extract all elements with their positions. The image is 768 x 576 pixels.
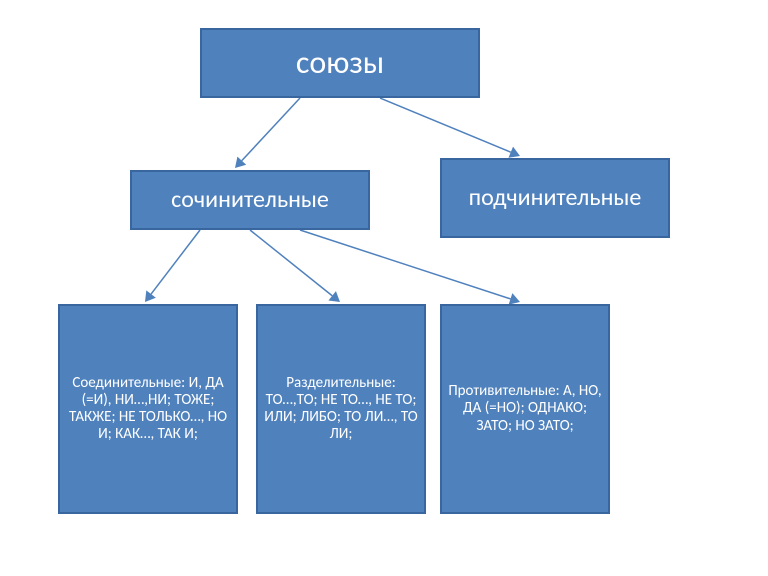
- node-root-label: союзы: [296, 45, 384, 82]
- node-subordinating: подчинительные: [440, 158, 670, 238]
- node-coordinating: сочинительные: [130, 170, 370, 230]
- node-leaf3-label: Противительные: А, НО, ДА (=НО); ОДНАКО;…: [448, 383, 602, 435]
- node-leaf1-label: Соединительные: И, ДА (=И), НИ…,НИ; ТОЖЕ…: [66, 375, 230, 444]
- node-adversative: Противительные: А, НО, ДА (=НО); ОДНАКО;…: [440, 304, 610, 514]
- node-left-label: сочинительные: [171, 186, 329, 214]
- node-root: союзы: [200, 28, 480, 98]
- node-leaf2-label: Разделительные: ТО…,ТО; НЕ ТО…, НЕ ТО; И…: [264, 375, 418, 444]
- node-disjunctive: Разделительные: ТО…,ТО; НЕ ТО…, НЕ ТО; И…: [256, 304, 426, 514]
- node-right-label: подчинительные: [469, 184, 642, 212]
- node-connective: Соединительные: И, ДА (=И), НИ…,НИ; ТОЖЕ…: [58, 304, 238, 514]
